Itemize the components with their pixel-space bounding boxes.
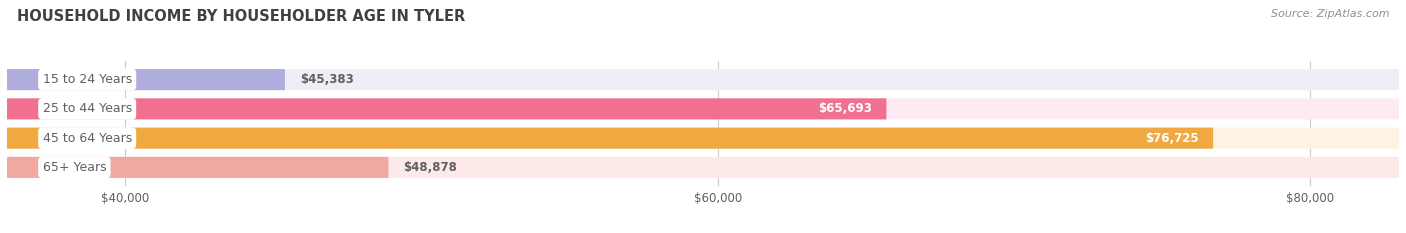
Text: $45,383: $45,383 [299, 73, 353, 86]
FancyBboxPatch shape [7, 157, 388, 178]
Text: 65+ Years: 65+ Years [42, 161, 107, 174]
Text: 15 to 24 Years: 15 to 24 Years [42, 73, 132, 86]
Text: 25 to 44 Years: 25 to 44 Years [42, 102, 132, 115]
Text: $48,878: $48,878 [404, 161, 457, 174]
FancyBboxPatch shape [7, 69, 285, 90]
Text: HOUSEHOLD INCOME BY HOUSEHOLDER AGE IN TYLER: HOUSEHOLD INCOME BY HOUSEHOLDER AGE IN T… [17, 9, 465, 24]
FancyBboxPatch shape [7, 98, 1399, 119]
Text: 45 to 64 Years: 45 to 64 Years [42, 132, 132, 145]
FancyBboxPatch shape [7, 98, 886, 119]
Text: $65,693: $65,693 [818, 102, 872, 115]
FancyBboxPatch shape [7, 69, 1399, 90]
Text: Source: ZipAtlas.com: Source: ZipAtlas.com [1271, 9, 1389, 19]
FancyBboxPatch shape [7, 128, 1213, 149]
Text: $76,725: $76,725 [1144, 132, 1198, 145]
FancyBboxPatch shape [7, 128, 1399, 149]
FancyBboxPatch shape [7, 157, 1399, 178]
